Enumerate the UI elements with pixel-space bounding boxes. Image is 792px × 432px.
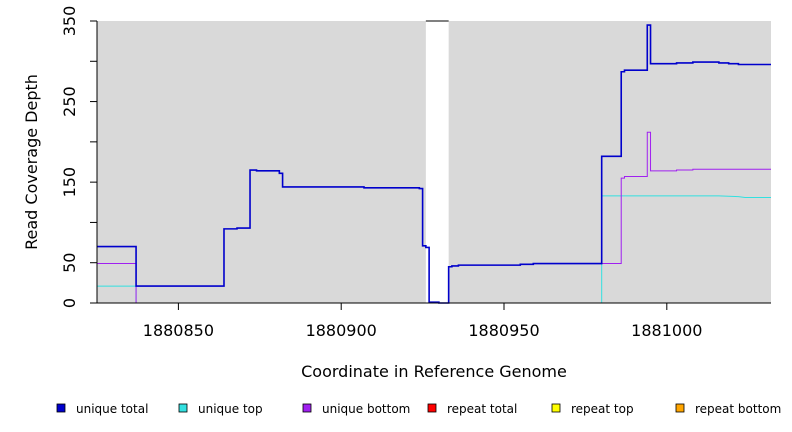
- legend-swatch-repeat-top: [551, 403, 561, 413]
- y-tick-label: 50: [60, 253, 79, 273]
- plot-background: [97, 20, 771, 303]
- legend-swatch-unique-bottom: [302, 403, 312, 413]
- legend-swatch-repeat-bottom: [675, 403, 685, 413]
- x-tick-label: 1880900: [306, 321, 377, 340]
- legend: unique total unique top unique bottom repea…: [56, 402, 781, 416]
- y-tick-label: 350: [60, 6, 79, 37]
- y-tick-label: 150: [60, 167, 79, 198]
- legend-swatch-unique-total: [56, 403, 66, 413]
- legend-label-unique-bottom: unique bottom: [322, 402, 410, 416]
- y-tick-label: 250: [60, 86, 79, 117]
- y-tick-label: 0: [60, 298, 79, 308]
- x-tick-label: 1881000: [631, 321, 702, 340]
- legend-swatch-repeat-total: [427, 403, 437, 413]
- legend-label-unique-total: unique total: [76, 402, 148, 416]
- x-tick-label: 1880850: [143, 321, 214, 340]
- legend-label-unique-top: unique top: [198, 402, 263, 416]
- legend-label-repeat-total: repeat total: [447, 402, 517, 416]
- axes-layer: 0 50 150 250 350 1880850 1880900 1880950 1881000: [60, 6, 771, 340]
- legend-swatch-unique-top: [178, 403, 188, 413]
- legend-label-repeat-top: repeat top: [571, 402, 634, 416]
- x-axis-title: Coordinate in Reference Genome: [301, 362, 567, 381]
- coverage-gap: [425, 21, 449, 303]
- series-line-unique-total: [97, 24, 771, 304]
- x-tick-label: 1880950: [468, 321, 539, 340]
- legend-label-repeat-bottom: repeat bottom: [695, 402, 781, 416]
- y-axis-title: Read Coverage Depth: [22, 74, 41, 250]
